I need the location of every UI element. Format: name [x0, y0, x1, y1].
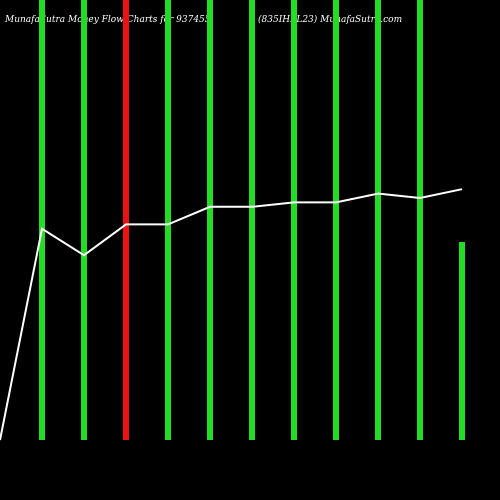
chart-title: MunafaSutra Money Flow Charts for 937455 [4, 15, 211, 25]
bar [459, 242, 465, 440]
line [0, 188, 463, 441]
bar [39, 0, 45, 440]
bar [207, 0, 213, 440]
bar [81, 0, 87, 440]
bar [333, 0, 339, 440]
bar [123, 0, 129, 440]
bar [417, 0, 423, 440]
bar [165, 0, 171, 440]
bar [291, 0, 297, 440]
chart-subtitle: (835IHFL23) MunafaSutra.com [258, 14, 402, 25]
bar [375, 0, 381, 440]
bar [249, 0, 255, 440]
